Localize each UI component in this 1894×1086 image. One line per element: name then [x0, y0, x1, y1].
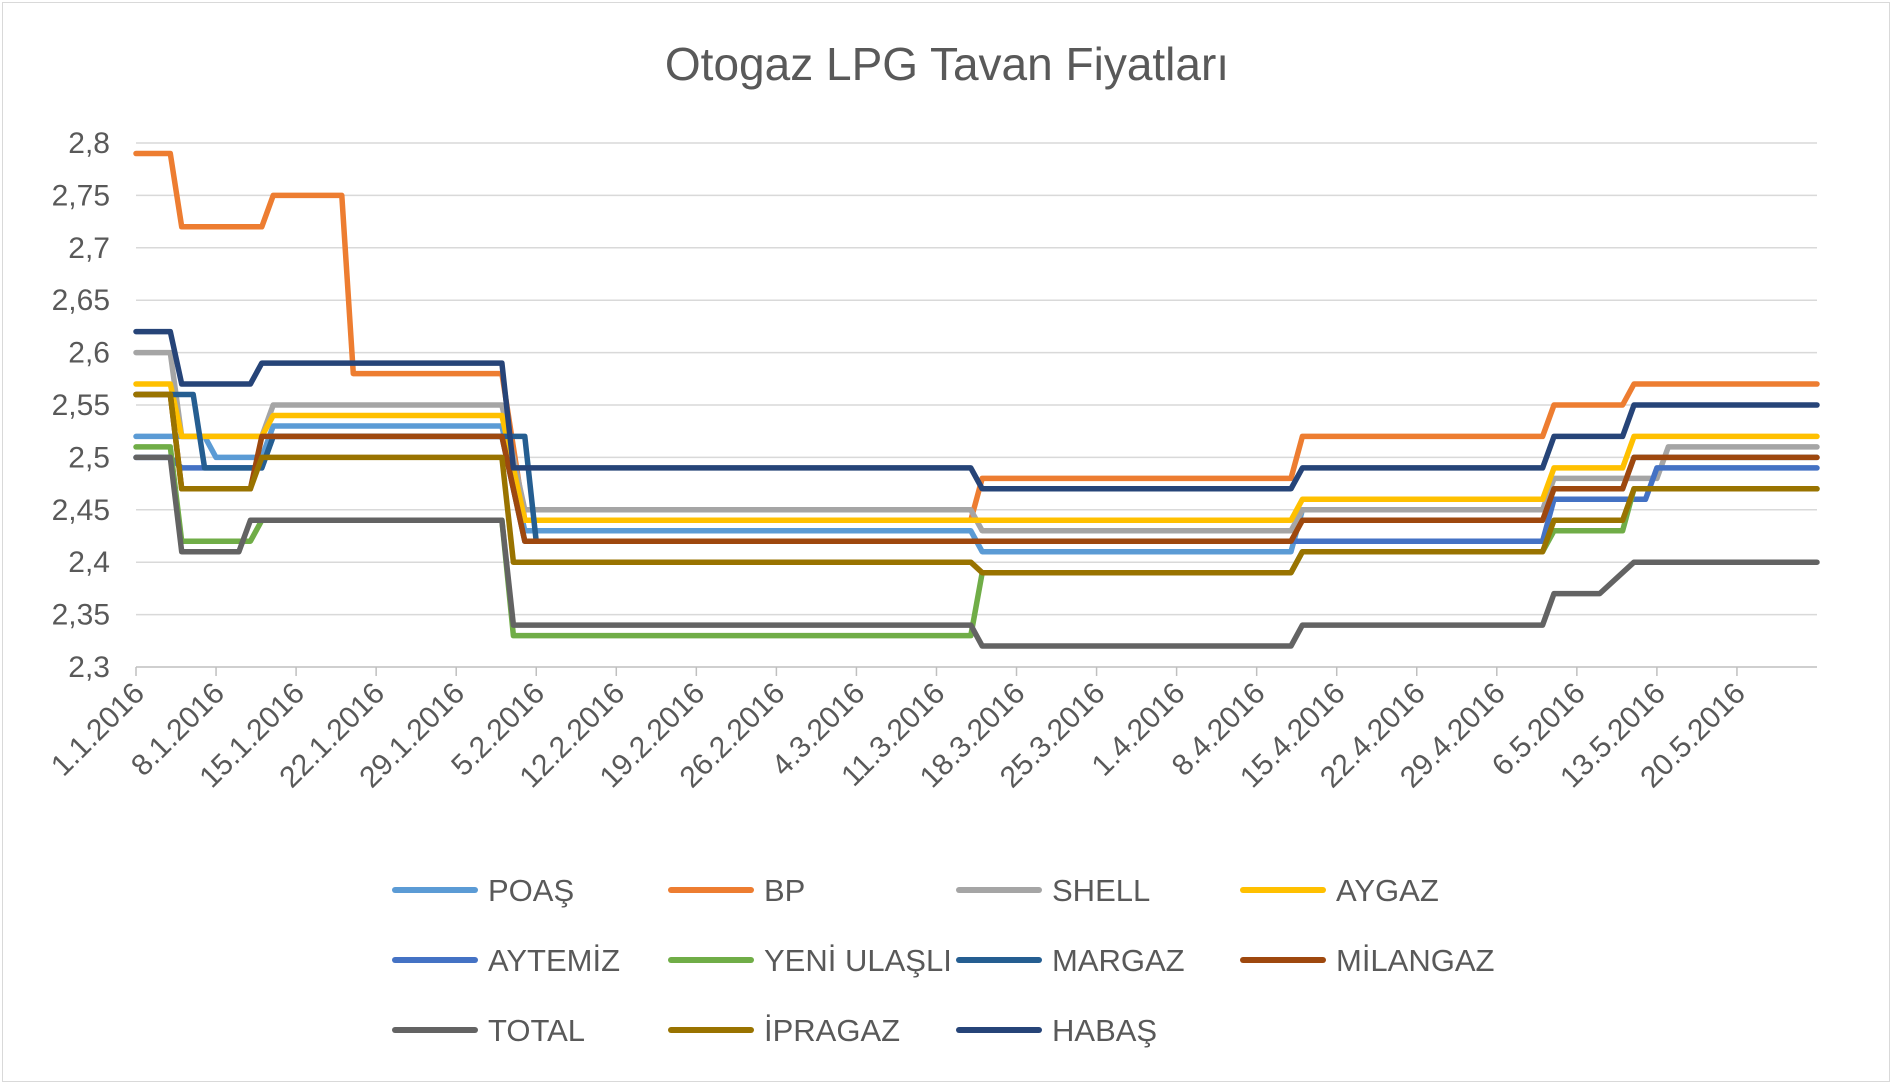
- legend-item: SHELL: [956, 873, 1150, 908]
- legend-item: TOTAL: [392, 1013, 585, 1048]
- legend-label: POAŞ: [488, 873, 574, 908]
- legend-item: MARGAZ: [956, 943, 1185, 978]
- legend-item: BP: [668, 873, 805, 908]
- series-line-margaz: [133, 391, 539, 544]
- legend-item: AYGAZ: [1240, 873, 1439, 908]
- legend-label: TOTAL: [488, 1013, 585, 1048]
- legend-item: YENİ ULAŞLI: [668, 943, 952, 978]
- series-line-i̇pragaz: [133, 391, 1820, 576]
- series-line-total: [133, 454, 1820, 649]
- legend-item: AYTEMİZ: [392, 943, 620, 978]
- legend-label: AYTEMİZ: [488, 943, 620, 978]
- legend-label: YENİ ULAŞLI: [764, 943, 952, 978]
- y-tick-label: 2,6: [68, 337, 110, 370]
- legend-item: HABAŞ: [956, 1013, 1157, 1048]
- legend-item: POAŞ: [392, 873, 574, 908]
- y-tick-label: 2,3: [68, 651, 110, 684]
- y-tick-label: 2,75: [52, 179, 110, 212]
- y-tick-label: 2,4: [68, 546, 110, 579]
- legend-label: SHELL: [1052, 873, 1150, 908]
- series-line-habaş: [133, 328, 1820, 492]
- y-tick-label: 2,45: [52, 494, 110, 527]
- legend: POAŞ BP SHELL AYGAZ AYTEMİZ YENİ ULAŞLI MARGAZ…: [392, 873, 1494, 1048]
- line-chart: Otogaz LPG Tavan Fiyatları 2,3 2,35 2,4 2,4…: [45, 38, 1820, 1048]
- y-tick-label: 2,55: [52, 389, 110, 422]
- series-lines: [133, 150, 1820, 649]
- y-tick-label: 2,7: [68, 232, 110, 265]
- y-tick-label: 2,5: [68, 441, 110, 474]
- series-line-yeni̇-ulaşli: [133, 444, 1820, 639]
- axes: 2,32,352,42,452,52,552,62,652,72,752,81.…: [45, 127, 1817, 794]
- legend-label: MARGAZ: [1052, 943, 1185, 978]
- legend-label: AYGAZ: [1336, 873, 1439, 908]
- chart-title: Otogaz LPG Tavan Fiyatları: [665, 38, 1229, 90]
- legend-label: HABAŞ: [1052, 1013, 1157, 1048]
- y-tick-label: 2,8: [68, 127, 110, 160]
- legend-label: MİLANGAZ: [1336, 943, 1494, 978]
- legend-label: BP: [764, 873, 805, 908]
- legend-item: İPRAGAZ: [668, 1013, 900, 1048]
- series-line-aygaz: [133, 381, 1820, 524]
- y-tick-label: 2,35: [52, 599, 110, 632]
- y-tick-label: 2,65: [52, 284, 110, 317]
- legend-label: İPRAGAZ: [764, 1013, 900, 1048]
- legend-item: MİLANGAZ: [1240, 943, 1494, 978]
